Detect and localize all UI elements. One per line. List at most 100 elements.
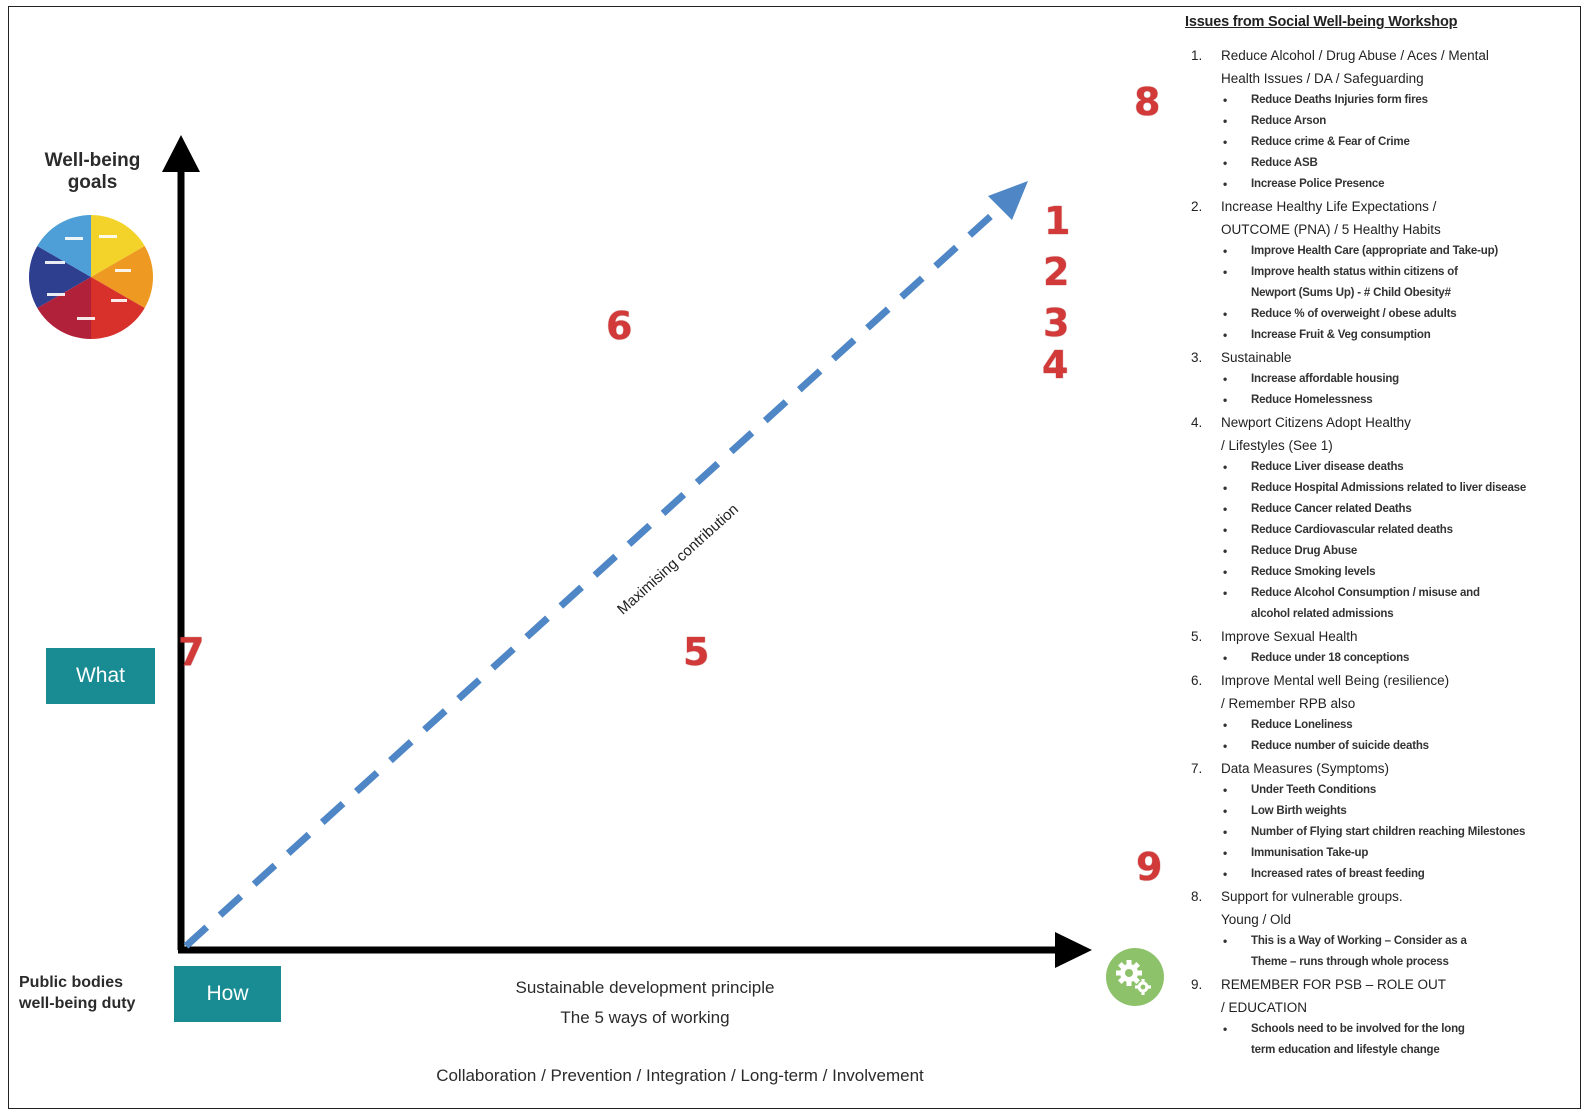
- y-axis-label: Well-being goals: [44, 150, 141, 193]
- principle-text: Sustainable development principle The 5 …: [460, 973, 830, 1033]
- issue-number: 5.: [1191, 629, 1203, 644]
- issue-item: 9. REMEMBER FOR PSB – ROLE OUT / EDUCATION…: [1183, 973, 1578, 1061]
- issue-line: 2. Increase Healthy Life Expectations /: [1183, 195, 1578, 218]
- issue-line: / Lifestyles (See 1): [1183, 434, 1578, 457]
- issue-sub-item: Reduce % of overweight / obese adults: [1183, 304, 1578, 325]
- issues-list: 1. Reduce Alcohol / Drug Abuse / Aces / M…: [1183, 44, 1578, 1061]
- issue-sub-item: Reduce crime & Fear of Crime: [1183, 132, 1578, 153]
- issue-sub-item-continuation: term education and lifestyle change: [1251, 1044, 1440, 1056]
- diagonal-dashed-arrow: [183, 202, 1006, 949]
- issue-sub-item: Reduce number of suicide deaths: [1183, 736, 1578, 757]
- issue-sub-item: Reduce Smoking levels: [1183, 562, 1578, 583]
- issue-number: 8.: [1191, 889, 1203, 904]
- issue-number: 1.: [1191, 48, 1203, 63]
- principle-line-2: The 5 ways of working: [560, 1008, 730, 1027]
- issue-number: 7.: [1191, 761, 1203, 776]
- issue-sub-item-continuation: Newport (Sums Up) - # Child Obesity#: [1251, 287, 1451, 299]
- issue-number: 4.: [1191, 415, 1203, 430]
- issue-item: 6. Improve Mental well Being (resilience)…: [1183, 669, 1578, 757]
- issue-item: 2. Increase Healthy Life Expectations / OU…: [1183, 195, 1578, 346]
- issue-sub-item: Increased rates of breast feeding: [1183, 864, 1578, 885]
- issue-item: 8. Support for vulnerable groups. Young / …: [1183, 885, 1578, 973]
- issue-sub-item: Reduce Cancer related Deaths: [1183, 499, 1578, 520]
- marker-6: 6: [606, 304, 633, 348]
- issue-text: REMEMBER FOR PSB – ROLE OUT: [1221, 977, 1447, 992]
- issue-text: Young / Old: [1221, 912, 1292, 927]
- issue-sub-item-continuation: alcohol related admissions: [1251, 608, 1394, 620]
- issue-text: Improve Sexual Health: [1221, 629, 1358, 644]
- issue-item: 1. Reduce Alcohol / Drug Abuse / Aces / M…: [1183, 44, 1578, 195]
- issue-sub-item: Number of Flying start children reaching…: [1183, 822, 1578, 843]
- what-box: What: [46, 648, 155, 704]
- issue-sub-item: This is a Way of Working – Consider as a: [1183, 931, 1578, 952]
- issue-number: 6.: [1191, 673, 1203, 688]
- y-axis-arrowhead: [162, 135, 200, 172]
- issue-text: / Lifestyles (See 1): [1221, 438, 1333, 453]
- issue-sub-item: Improve Health Care (appropriate and Tak…: [1183, 241, 1578, 262]
- marker-1: 1: [1044, 199, 1071, 243]
- issue-number: 3.: [1191, 350, 1203, 365]
- issue-text: Reduce Alcohol / Drug Abuse / Aces / Men…: [1221, 48, 1489, 63]
- issue-line: 3. Sustainable: [1183, 346, 1578, 369]
- marker-9: 9: [1136, 845, 1163, 889]
- issues-title: Issues from Social Well-being Workshop: [1185, 14, 1458, 30]
- diagonal-arrowhead: [988, 181, 1028, 220]
- issue-sub-item: Reduce Arson: [1183, 111, 1578, 132]
- issue-line: / EDUCATION: [1183, 996, 1578, 1019]
- marker-4: 4: [1042, 343, 1069, 387]
- issue-sub-item: Reduce Deaths Injuries form fires: [1183, 90, 1578, 111]
- issue-item: 7. Data Measures (Symptoms) Under Teeth Co…: [1183, 757, 1578, 885]
- issue-sub-item-continuation: Theme – runs through whole process: [1251, 956, 1449, 968]
- issue-line: 8. Support for vulnerable groups.: [1183, 885, 1578, 908]
- issue-text: Data Measures (Symptoms): [1221, 761, 1390, 776]
- issue-text: Newport Citizens Adopt Healthy: [1221, 415, 1411, 430]
- issue-text: Improve Mental well Being (resilience): [1221, 673, 1450, 688]
- x-axis-arrowhead: [1055, 932, 1092, 968]
- issue-text: Support for vulnerable groups.: [1221, 889, 1403, 904]
- issue-sub-item: Reduce Drug Abuse: [1183, 541, 1578, 562]
- marker-3: 3: [1043, 301, 1070, 345]
- diagram-frame: [8, 6, 1581, 1109]
- issue-sub-item: Increase Fruit & Veg consumption: [1183, 325, 1578, 346]
- ways-of-working-list: Collaboration / Prevention / Integration…: [436, 1066, 924, 1085]
- x-axis-label: Public bodies well-being duty: [19, 974, 136, 1012]
- ways-of-working-gear-icon: [1106, 948, 1164, 1006]
- issues-panel: Issues from Social Well-being Workshop 1…: [1183, 14, 1578, 1061]
- issue-text: / EDUCATION: [1221, 1000, 1308, 1015]
- marker-2: 2: [1043, 250, 1070, 294]
- issue-line: Health Issues / DA / Safeguarding: [1183, 67, 1578, 90]
- issue-item: 4. Newport Citizens Adopt Healthy / Lifest…: [1183, 411, 1578, 625]
- issue-text: OUTCOME (PNA) / 5 Healthy Habits: [1221, 222, 1441, 237]
- issue-sub-item: Reduce Cardiovascular related deaths: [1183, 520, 1578, 541]
- issue-sub-item: Reduce Homelessness: [1183, 390, 1578, 411]
- marker-8: 8: [1134, 80, 1161, 124]
- issue-line: Young / Old: [1183, 908, 1578, 931]
- issue-sub-item: Improve health status within citizens of: [1183, 262, 1578, 283]
- issue-text: Increase Healthy Life Expectations /: [1221, 199, 1437, 214]
- issue-item: 3. Sustainable Increase affordable housing…: [1183, 346, 1578, 411]
- issue-line: 4. Newport Citizens Adopt Healthy: [1183, 411, 1578, 434]
- issue-line: 1. Reduce Alcohol / Drug Abuse / Aces / M…: [1183, 44, 1578, 67]
- issue-sub-item: Increase Police Presence: [1183, 174, 1578, 195]
- issue-line: 7. Data Measures (Symptoms): [1183, 757, 1578, 780]
- marker-5: 5: [683, 630, 710, 674]
- issue-sub-item: Reduce under 18 conceptions: [1183, 648, 1578, 669]
- how-box: How: [174, 966, 281, 1022]
- issue-item: 5. Improve Sexual Health Reduce under 18 c…: [1183, 625, 1578, 669]
- issue-sub-item: Reduce ASB: [1183, 153, 1578, 174]
- issue-sub-item: Reduce Liver disease deaths: [1183, 457, 1578, 478]
- issue-line: OUTCOME (PNA) / 5 Healthy Habits: [1183, 218, 1578, 241]
- issue-sub-item: Schools need to be involved for the long: [1183, 1019, 1578, 1040]
- issue-number: 9.: [1191, 977, 1203, 992]
- issue-text: Health Issues / DA / Safeguarding: [1221, 71, 1424, 86]
- issue-sub-item: Increase affordable housing: [1183, 369, 1578, 390]
- issue-line: / Remember RPB also: [1183, 692, 1578, 715]
- issue-number: 2.: [1191, 199, 1203, 214]
- principle-line-1: Sustainable development principle: [515, 978, 775, 997]
- issue-sub-item: Low Birth weights: [1183, 801, 1578, 822]
- issue-text: / Remember RPB also: [1221, 696, 1356, 711]
- issue-text: Sustainable: [1221, 350, 1292, 365]
- issue-sub-item: Immunisation Take-up: [1183, 843, 1578, 864]
- marker-7: 7: [178, 630, 205, 674]
